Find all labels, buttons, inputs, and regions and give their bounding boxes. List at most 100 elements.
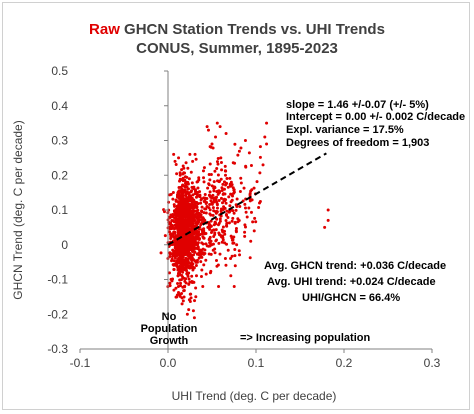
data-point bbox=[186, 225, 190, 229]
data-point bbox=[224, 219, 228, 223]
data-point bbox=[179, 198, 183, 202]
x-tick-label: 0.3 bbox=[424, 356, 441, 370]
annotation-no: No bbox=[162, 311, 177, 323]
data-point bbox=[200, 205, 204, 209]
data-point bbox=[193, 250, 197, 254]
stats-line-3: Expl. variance = 17.5% bbox=[286, 124, 404, 136]
data-point bbox=[252, 229, 256, 233]
data-point bbox=[226, 215, 230, 219]
data-point bbox=[249, 210, 253, 214]
data-point bbox=[185, 271, 189, 275]
data-point bbox=[217, 179, 221, 183]
data-point bbox=[215, 195, 219, 199]
data-point bbox=[208, 203, 212, 206]
data-point bbox=[216, 156, 220, 160]
data-point bbox=[234, 230, 238, 234]
data-point bbox=[177, 212, 181, 216]
data-point bbox=[202, 252, 206, 256]
data-point bbox=[174, 286, 178, 290]
data-point bbox=[201, 247, 205, 251]
data-point bbox=[195, 243, 199, 247]
data-point bbox=[168, 251, 172, 255]
data-point bbox=[254, 220, 258, 224]
data-point bbox=[213, 169, 217, 173]
data-point bbox=[244, 210, 248, 214]
data-point bbox=[177, 259, 181, 263]
data-point bbox=[239, 176, 243, 180]
data-point bbox=[196, 180, 200, 184]
data-point bbox=[230, 254, 234, 258]
data-point bbox=[172, 259, 176, 263]
data-point bbox=[211, 206, 215, 210]
data-point bbox=[225, 209, 229, 213]
y-tick-label: 0.2 bbox=[51, 168, 68, 182]
data-point bbox=[265, 142, 269, 146]
data-point bbox=[215, 259, 218, 263]
data-point bbox=[191, 280, 195, 284]
data-point bbox=[194, 286, 198, 290]
data-point bbox=[168, 226, 172, 230]
data-point bbox=[193, 152, 197, 156]
data-point bbox=[258, 200, 262, 204]
axes-layer bbox=[79, 70, 433, 353]
data-point bbox=[239, 146, 243, 150]
data-point bbox=[247, 206, 251, 210]
data-point bbox=[189, 292, 193, 296]
data-point bbox=[192, 204, 196, 208]
data-point bbox=[176, 281, 180, 285]
data-point bbox=[212, 209, 216, 213]
data-point bbox=[221, 182, 225, 186]
annotation-population: Population bbox=[141, 323, 198, 335]
data-point bbox=[197, 176, 201, 180]
y-tick-label: 0.5 bbox=[51, 64, 68, 78]
data-point bbox=[178, 179, 182, 183]
data-point bbox=[176, 252, 180, 256]
annotation-growth: Growth bbox=[150, 335, 189, 347]
data-point bbox=[187, 298, 191, 302]
data-point bbox=[211, 213, 215, 217]
x-axis-label: UHI Trend (deg. C per decade) bbox=[172, 389, 337, 403]
data-point bbox=[198, 193, 202, 197]
data-point bbox=[179, 256, 183, 260]
data-point bbox=[214, 228, 218, 232]
data-point bbox=[195, 205, 199, 209]
data-point bbox=[184, 281, 188, 285]
data-point bbox=[169, 223, 173, 227]
data-point bbox=[235, 243, 239, 247]
chart-subtitle: CONUS, Summer, 1895-2023 bbox=[136, 40, 338, 57]
data-point bbox=[207, 238, 211, 242]
data-point bbox=[263, 135, 267, 139]
data-point bbox=[206, 225, 210, 229]
avg-line-3: UHI/GHCN = 66.4% bbox=[302, 292, 400, 304]
data-point bbox=[191, 186, 195, 190]
data-point bbox=[219, 196, 223, 200]
data-point bbox=[172, 152, 176, 156]
data-point bbox=[213, 247, 217, 251]
data-point bbox=[181, 299, 185, 303]
data-point bbox=[195, 209, 199, 213]
data-point bbox=[187, 177, 191, 181]
data-point bbox=[219, 160, 223, 164]
data-point bbox=[184, 263, 188, 267]
data-point bbox=[199, 198, 203, 202]
data-point bbox=[208, 208, 212, 212]
data-point bbox=[185, 202, 189, 206]
chart-title-prefix: Raw bbox=[89, 21, 120, 38]
data-point bbox=[186, 240, 190, 244]
data-point bbox=[214, 211, 218, 215]
data-point bbox=[184, 192, 188, 196]
data-point bbox=[189, 170, 193, 174]
data-point bbox=[181, 238, 185, 242]
data-point bbox=[192, 266, 196, 270]
data-point bbox=[218, 125, 222, 129]
data-point bbox=[177, 230, 181, 234]
data-point bbox=[181, 183, 185, 187]
data-point bbox=[192, 253, 196, 257]
data-point bbox=[192, 214, 196, 218]
data-point bbox=[169, 192, 173, 196]
data-point bbox=[177, 186, 181, 190]
data-point bbox=[231, 216, 235, 220]
data-point bbox=[233, 254, 237, 258]
data-point bbox=[225, 242, 229, 246]
data-point bbox=[201, 284, 205, 288]
